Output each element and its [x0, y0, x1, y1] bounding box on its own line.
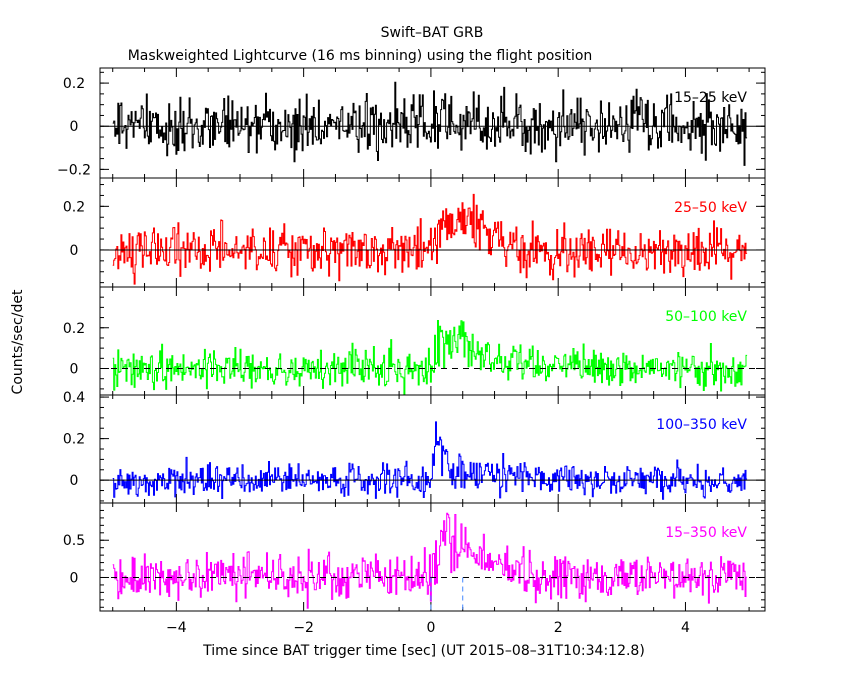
panel: 0 0.2 50–100 keV: [63, 286, 766, 396]
chart-subtitle: Maskweighted Lightcurve (16 ms binning) …: [128, 48, 593, 64]
lightcurve-series: [112, 512, 748, 609]
panel-stack: −0.2 0 0.2 15–25 keV 0 0.2 25–50 keV 0 0.2 50–100…: [57, 67, 766, 612]
lightcurve-series: [112, 320, 748, 395]
x-tick-label: −2: [293, 620, 314, 636]
lightcurve-series: [112, 193, 748, 285]
y-tick-label: 0.5: [63, 533, 85, 549]
y-tick-label: −0.2: [57, 162, 91, 178]
band-label: 25–50 keV: [674, 200, 747, 216]
x-axis: −4 −2 0 2 4: [166, 620, 690, 636]
panel-frame: [99, 286, 766, 396]
chart-title: Swift–BAT GRB: [381, 25, 484, 41]
panel-frame: [99, 502, 766, 612]
panel-frame: [99, 394, 766, 504]
y-tick-label: 0: [70, 243, 79, 259]
y-tick-label: 0: [70, 473, 79, 489]
y-tick-label: 0.2: [63, 432, 85, 448]
y-tick-label: 0.4: [63, 390, 85, 406]
lightcurve-series: [112, 81, 748, 166]
lightcurve-series: [112, 421, 748, 500]
panel: −0.2 0 0.2 15–25 keV: [57, 67, 766, 179]
panel-frame: [99, 67, 766, 179]
x-tick-label: 0: [426, 620, 435, 636]
panel: 0 0.2 0.4 100–350 keV: [63, 390, 766, 504]
x-tick-label: −4: [166, 620, 187, 636]
panel: 0 0.5 15–350 keV: [63, 502, 766, 612]
y-tick-label: 0: [70, 119, 79, 135]
y-tick-label: 0: [70, 570, 79, 586]
x-axis-label: Time since BAT trigger time [sec] (UT 20…: [202, 643, 645, 659]
band-label: 15–25 keV: [674, 90, 747, 106]
x-tick-label: 4: [681, 620, 690, 636]
panel-frame: [99, 177, 766, 288]
y-axis-label: Counts/sec/det: [10, 289, 26, 394]
panel: 0 0.2 25–50 keV: [63, 177, 766, 288]
y-tick-label: 0.2: [63, 321, 85, 337]
band-label: 50–100 keV: [665, 309, 747, 325]
y-tick-label: 0.2: [63, 199, 85, 215]
x-tick-label: 2: [554, 620, 563, 636]
y-tick-label: 0.2: [63, 76, 85, 92]
band-label: 100–350 keV: [656, 417, 747, 433]
band-label: 15–350 keV: [665, 525, 747, 541]
y-tick-label: 0: [70, 362, 79, 378]
